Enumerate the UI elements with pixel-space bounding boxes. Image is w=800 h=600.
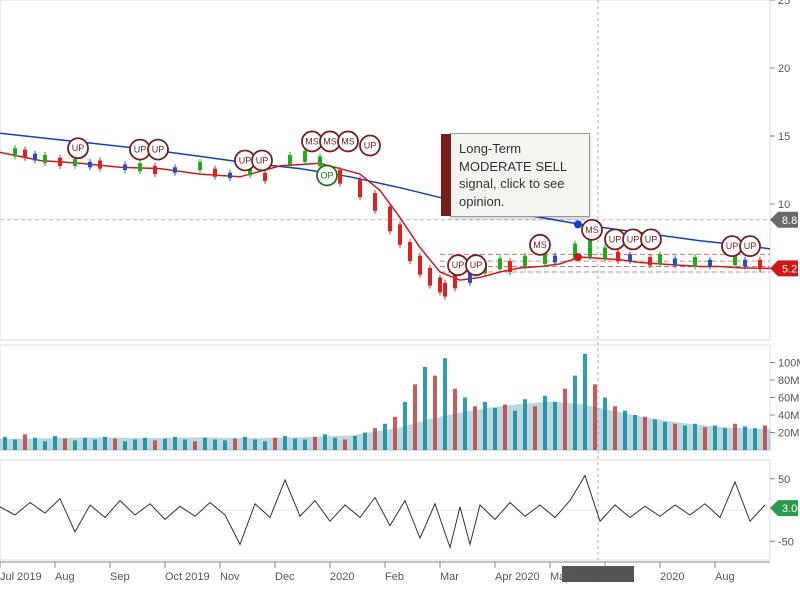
svg-text:UP: UP [726, 241, 739, 251]
svg-text:Jul 2019: Jul 2019 [0, 571, 42, 583]
svg-text:MS: MS [323, 136, 337, 146]
svg-text:3.00: 3.00 [782, 503, 800, 515]
svg-text:MS: MS [305, 136, 319, 146]
svg-text:Mar: Mar [440, 571, 459, 583]
svg-text:UP: UP [134, 145, 147, 155]
svg-text:UP: UP [364, 141, 377, 151]
svg-text:MS: MS [585, 225, 599, 235]
svg-text:UP: UP [239, 155, 252, 165]
svg-text:Nov: Nov [220, 571, 240, 583]
svg-text:80M: 80M [778, 375, 799, 387]
svg-text:-50: -50 [778, 536, 794, 548]
svg-text:UP: UP [72, 143, 85, 153]
chart-svg[interactable]: 10 15 20 25 UP UP UP UP UP MS MS MS UP OP UP UP MS MS UP UP… [0, 0, 800, 600]
svg-text:20: 20 [778, 63, 790, 75]
svg-text:OP: OP [320, 170, 333, 180]
svg-text:UP: UP [627, 234, 640, 244]
svg-text:UP: UP [744, 241, 757, 251]
svg-text:60M: 60M [778, 393, 799, 405]
svg-text:40M: 40M [778, 410, 799, 422]
svg-text:Aug: Aug [55, 571, 75, 583]
svg-text:5.27: 5.27 [782, 263, 800, 275]
svg-text:MS: MS [533, 240, 547, 250]
svg-text:50: 50 [778, 474, 790, 486]
svg-text:UP: UP [609, 234, 622, 244]
svg-text:25: 25 [778, 0, 790, 7]
svg-text:2020-06-05: 2020-06-05 [570, 569, 626, 581]
svg-text:15: 15 [778, 131, 790, 143]
signal-tooltip[interactable]: Long-Term MODERATE SELL signal, click to… [450, 133, 590, 217]
svg-text:2020: 2020 [660, 571, 684, 583]
svg-text:Dec: Dec [275, 571, 295, 583]
svg-text:Feb: Feb [385, 571, 404, 583]
svg-text:UP: UP [256, 155, 269, 165]
svg-text:Sep: Sep [110, 571, 130, 583]
svg-text:20M: 20M [778, 428, 799, 440]
svg-text:Oct 2019: Oct 2019 [165, 571, 210, 583]
svg-text:UP: UP [470, 260, 483, 270]
svg-text:Apr 2020: Apr 2020 [495, 571, 540, 583]
svg-text:UP: UP [645, 234, 658, 244]
stock-chart: 10 15 20 25 UP UP UP UP UP MS MS MS UP OP UP UP MS MS UP UP… [0, 0, 800, 600]
svg-text:2020: 2020 [330, 571, 354, 583]
svg-text:Aug: Aug [715, 571, 735, 583]
svg-text:100M: 100M [778, 358, 800, 370]
svg-text:UP: UP [152, 145, 165, 155]
svg-text:UP: UP [452, 260, 465, 270]
tooltip-text: Long-Term MODERATE SELL signal, click to… [459, 141, 567, 209]
svg-text:MS: MS [341, 136, 355, 146]
svg-text:8.84: 8.84 [782, 215, 800, 227]
svg-text:10: 10 [778, 199, 790, 211]
